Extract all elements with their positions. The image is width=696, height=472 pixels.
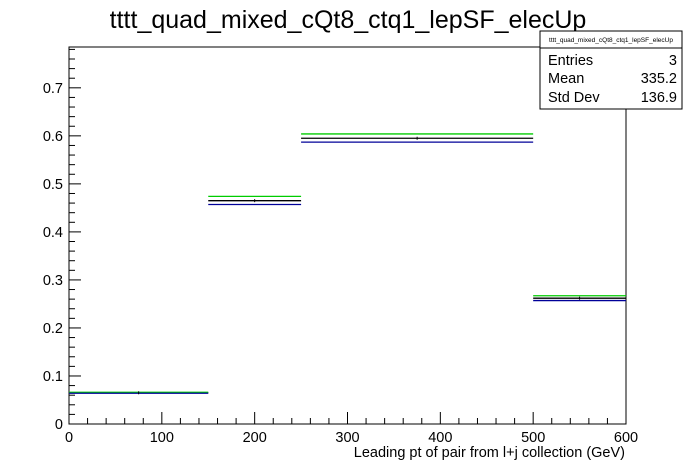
y-tick-label: 0.4 <box>43 225 63 241</box>
stats-stddev-label: Std Dev <box>548 90 600 106</box>
series-group <box>69 133 626 395</box>
x-tick-label: 600 <box>614 430 638 446</box>
y-tick-label: 0 <box>55 417 63 433</box>
y-tick-label: 0.2 <box>43 321 63 337</box>
y-tick-label: 0.7 <box>43 81 63 97</box>
y-tick-label: 0.1 <box>43 369 63 385</box>
x-tick-label: 200 <box>243 430 267 446</box>
stats-box-frame <box>539 30 683 110</box>
x-axis-label: Leading pt of pair from l+j collection (… <box>354 445 625 461</box>
stats-mean-label: Mean <box>548 71 584 87</box>
y-tick-label: 0.5 <box>43 177 63 193</box>
axes-group: 0 100 200 300 400 500 600 0 0.1 0.2 0.3 0.4 0.5 0.6 0.… <box>43 46 638 446</box>
stats-box: tttt_quad_mixed_cQt8_ctq1_lepSF_elecUp E… <box>539 30 683 110</box>
stats-entries-value: 3 <box>669 53 677 69</box>
stats-entries-label: Entries <box>548 53 593 69</box>
y-tick-label: 0.6 <box>43 129 63 145</box>
chart-title: tttt_quad_mixed_cQt8_ctq1_lepSF_elecUp <box>110 6 587 34</box>
x-tick-label: 400 <box>428 430 452 446</box>
stats-box-title: tttt_quad_mixed_cQt8_ctq1_lepSF_elecUp <box>549 37 673 44</box>
stats-mean-value: 335.2 <box>641 71 677 87</box>
x-tick-label: 300 <box>335 430 359 446</box>
stats-stddev-value: 136.9 <box>641 90 677 106</box>
x-tick-label: 500 <box>521 430 545 446</box>
y-tick-label: 0.3 <box>43 273 63 289</box>
x-tick-label: 100 <box>150 430 174 446</box>
x-tick-label: 0 <box>65 430 73 446</box>
